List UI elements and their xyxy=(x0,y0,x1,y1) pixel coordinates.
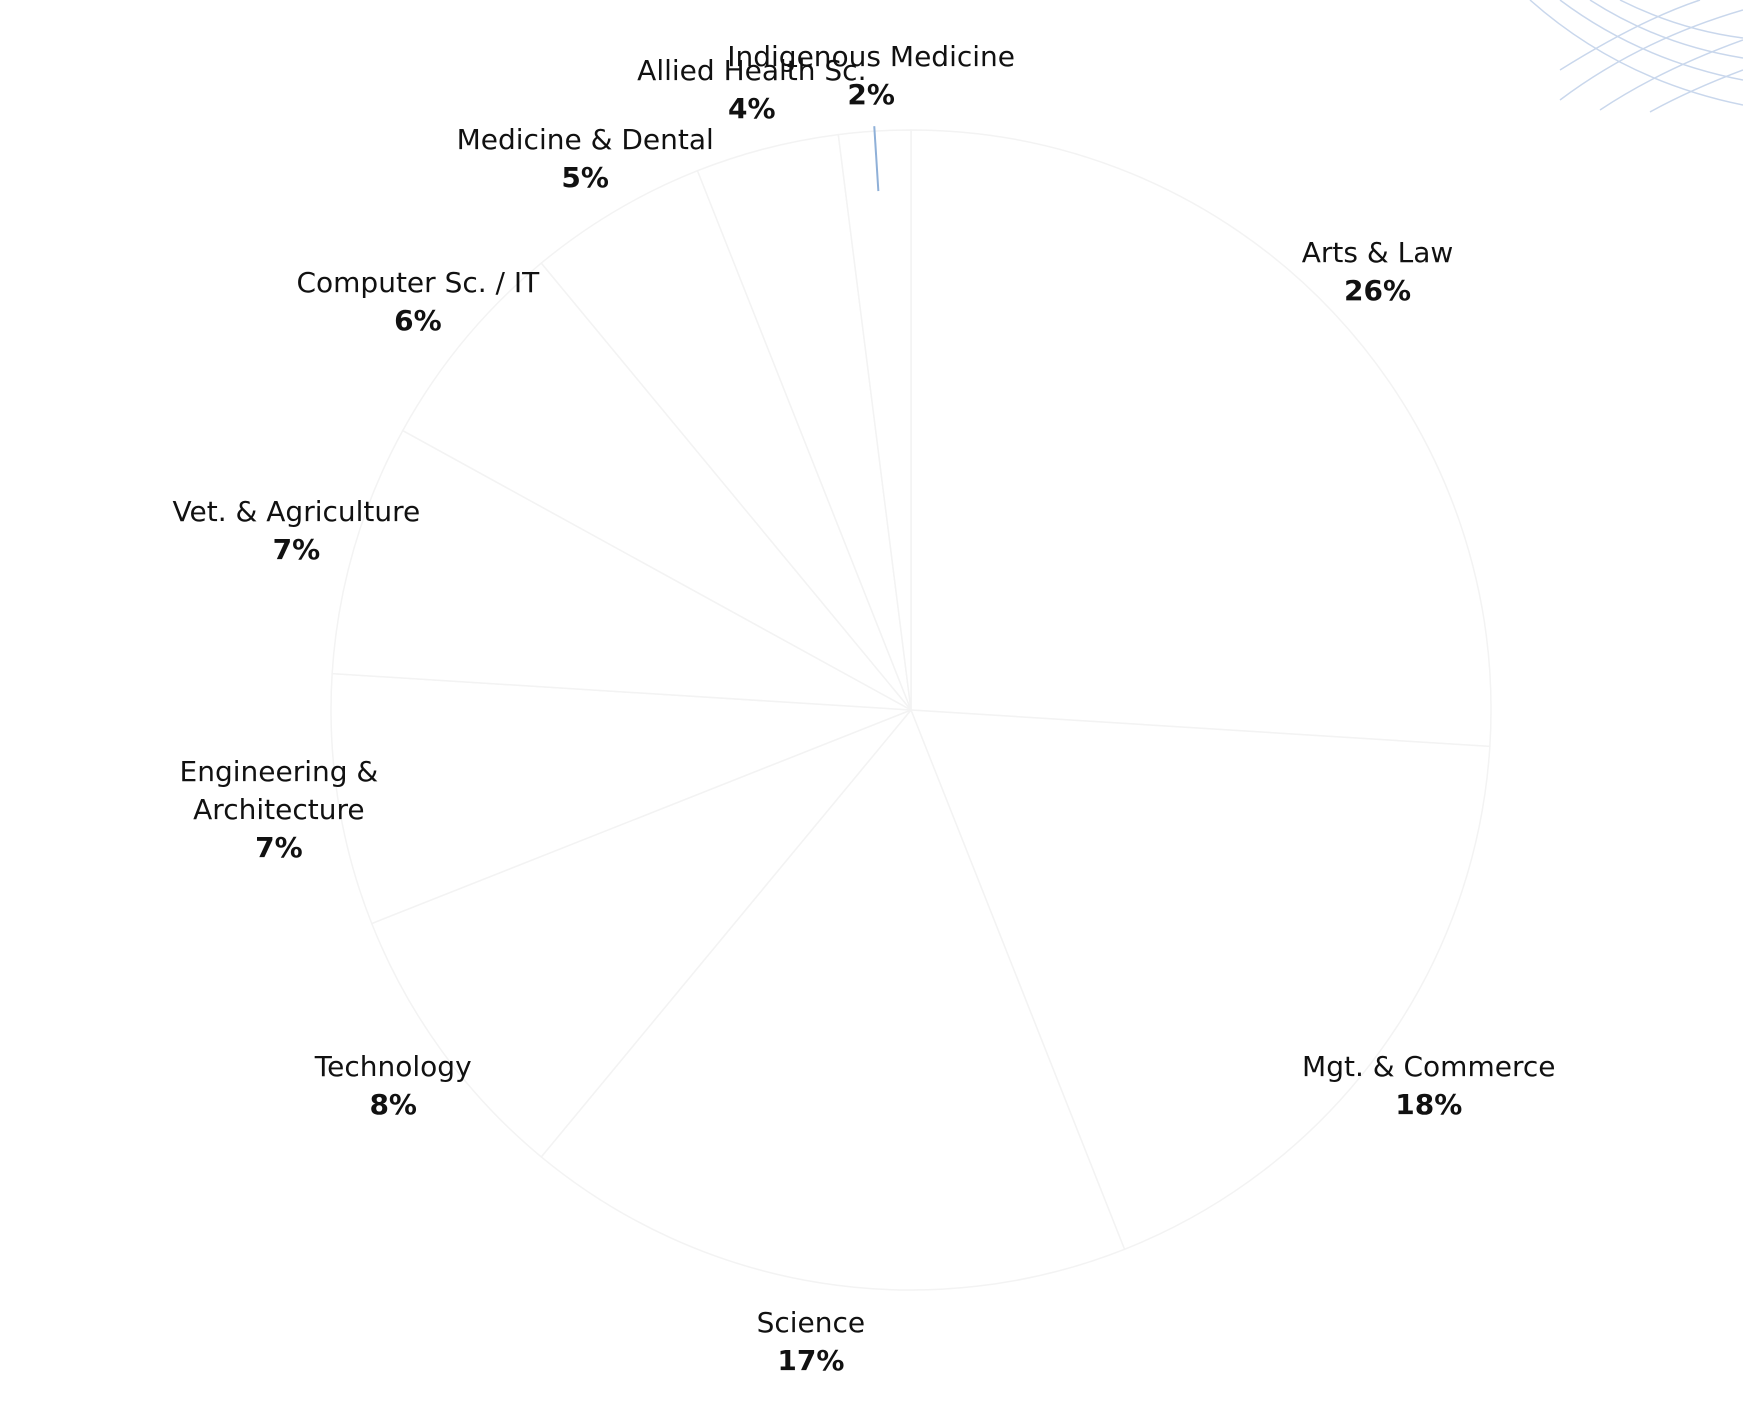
mesh-line xyxy=(1559,9,1743,101)
value-label: 2% xyxy=(847,78,895,112)
slice-label: Arts & Law 26% xyxy=(1302,234,1454,310)
value-label: 7% xyxy=(272,533,321,567)
category-label: Engineering & Architecture xyxy=(179,755,379,827)
mesh-line xyxy=(1559,0,1743,81)
category-label: Vet. & Agriculture xyxy=(172,495,421,529)
category-label: Technology xyxy=(314,1050,472,1084)
slice-label: Mgt. & Commerce 18% xyxy=(1302,1048,1555,1124)
pie-slice xyxy=(540,708,1126,1291)
value-label: 18% xyxy=(1395,1088,1463,1122)
value-label: 4% xyxy=(728,92,776,126)
pie-slice xyxy=(909,709,1491,1251)
mesh-line xyxy=(1529,0,1743,106)
category-label: Medicine & Dental xyxy=(456,123,714,157)
value-label: 5% xyxy=(561,161,609,195)
pie-slice xyxy=(910,129,1492,748)
slice-label: Indigenous Medicine 2% xyxy=(727,38,1015,114)
mesh-line xyxy=(1649,69,1743,113)
slice-label: Engineering & Architecture 7% xyxy=(129,753,429,867)
category-label: Computer Sc. / IT xyxy=(296,266,540,300)
mesh-line xyxy=(1559,0,1701,71)
slice-label: Vet. & Agriculture 7% xyxy=(173,493,421,569)
mesh-line xyxy=(1589,0,1743,59)
slice-label: Science 17% xyxy=(757,1304,866,1380)
slice-label: Computer Sc. / IT 6% xyxy=(296,264,539,340)
pie-slice xyxy=(370,709,912,1158)
leader-line xyxy=(873,126,880,192)
value-label: 17% xyxy=(777,1344,845,1378)
mesh-line xyxy=(1599,39,1743,111)
slice-label: Technology 8% xyxy=(315,1048,472,1124)
category-label: Arts & Law xyxy=(1301,235,1454,269)
value-label: 6% xyxy=(394,304,442,338)
decoration xyxy=(1529,0,1743,113)
pie-slice xyxy=(331,429,912,711)
slice-label: Medicine & Dental 5% xyxy=(457,121,714,197)
pie-slice xyxy=(540,169,912,711)
value-label: 7% xyxy=(255,831,303,865)
value-label: 8% xyxy=(369,1088,417,1122)
value-label: 26% xyxy=(1344,273,1412,307)
pie-slice xyxy=(330,672,912,925)
slice-label: Allied Health Sc. 4% xyxy=(637,52,866,128)
pie-slice xyxy=(401,262,912,711)
category-label: Allied Health Sc. xyxy=(637,54,867,88)
mesh-line xyxy=(1619,0,1743,39)
category-label: Science xyxy=(756,1306,866,1340)
category-label: Mgt. & Commerce xyxy=(1302,1050,1556,1084)
category-label: Indigenous Medicine xyxy=(727,40,1016,74)
